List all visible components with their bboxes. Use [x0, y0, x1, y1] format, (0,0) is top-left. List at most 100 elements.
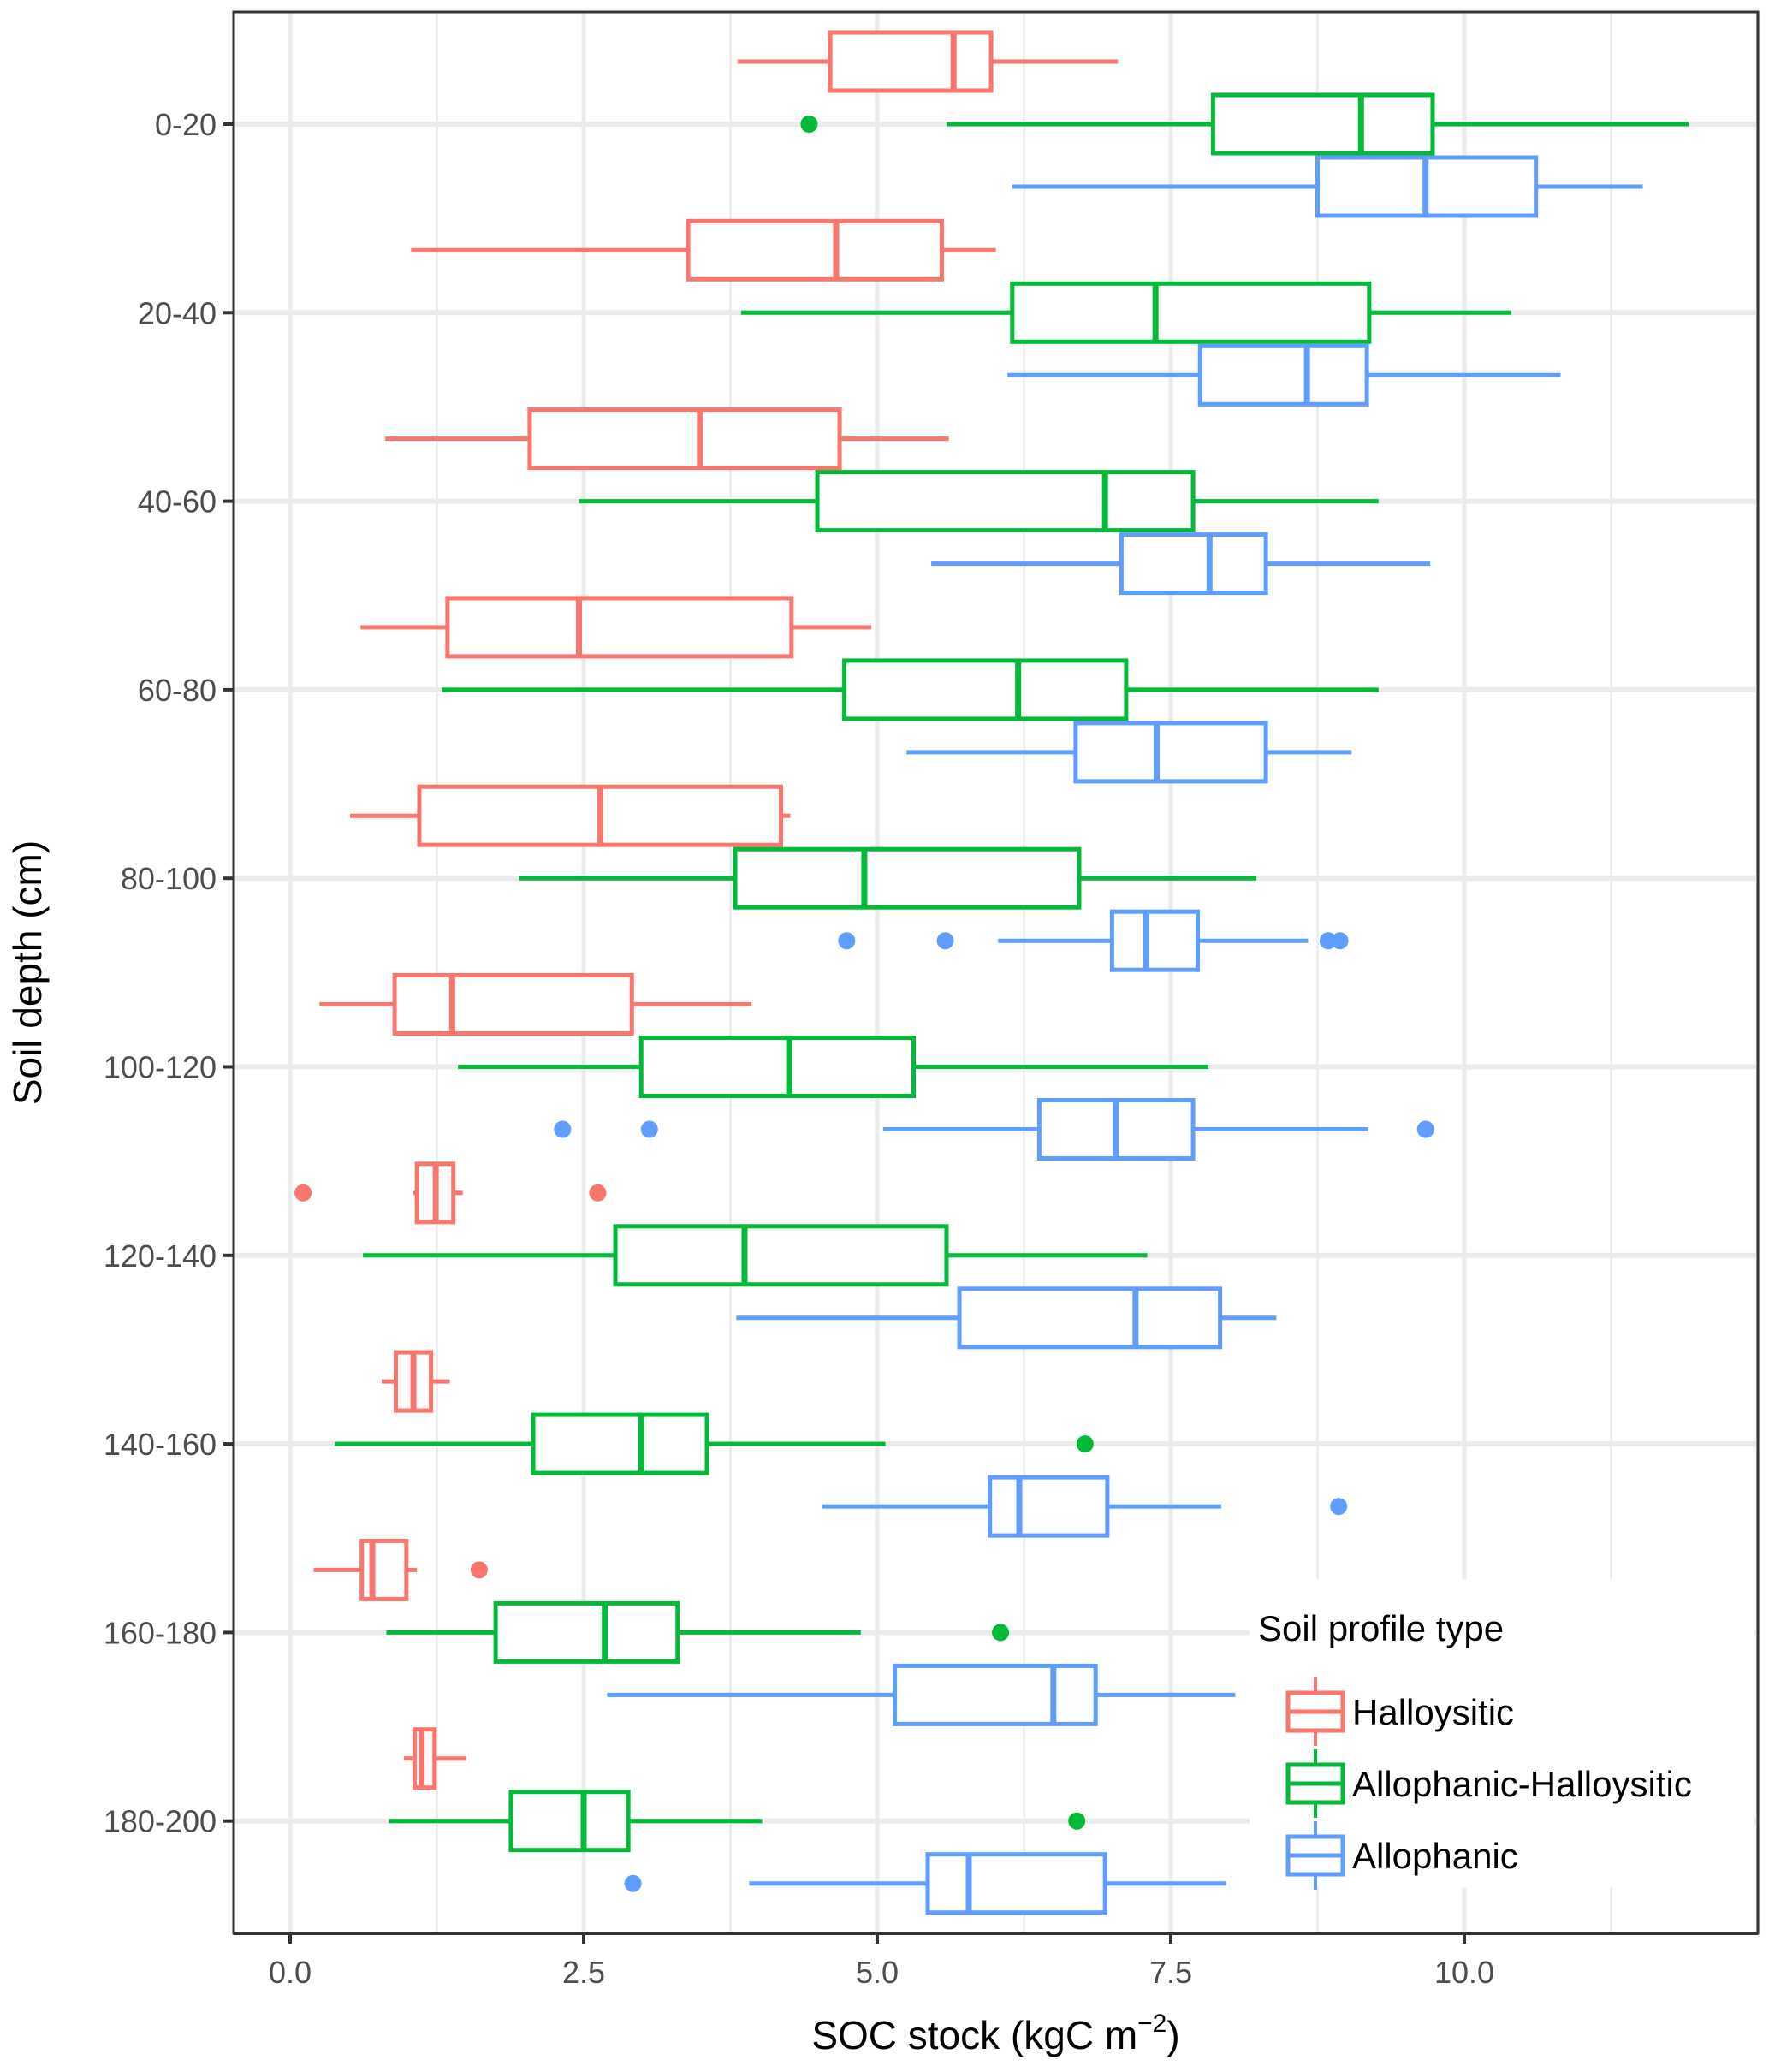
boxplot-allophanic-halloysitic-60-80	[441, 658, 1379, 721]
x-axis-title-superscript: −2	[1137, 2010, 1166, 2038]
y-tick-label: 80-100	[121, 861, 217, 896]
legend-label: Halloysitic	[1352, 1692, 1514, 1732]
box-iqr	[392, 973, 634, 1036]
outlier-point	[992, 1624, 1010, 1642]
box-iqr	[988, 1475, 1110, 1538]
box-iqr	[686, 218, 944, 282]
boxplot-halloysitic-20-40	[411, 218, 996, 282]
x-tick-label: 0.0	[269, 1955, 312, 1990]
box-iqr	[613, 1224, 949, 1287]
boxplot-allophanic-halloysitic-160-180	[386, 1600, 1010, 1664]
box-iqr	[1109, 909, 1201, 972]
legend-item-allophanic: Allophanic	[1285, 1821, 1518, 1890]
y-tick-label: 160-180	[104, 1615, 217, 1650]
boxplot-allophanic-halloysitic-100-120	[458, 1036, 1208, 1098]
boxplot-halloysitic-160-180	[313, 1538, 488, 1601]
outlier-point	[936, 932, 954, 950]
legend-label: Allophanic	[1352, 1836, 1518, 1876]
boxplot-allophanic-100-120	[554, 1098, 1434, 1161]
boxplot-allophanic-140-160	[822, 1475, 1348, 1538]
box-iqr	[815, 470, 1196, 533]
box-iqr	[1010, 281, 1372, 344]
outlier-point	[640, 1120, 658, 1138]
outlier-point	[800, 116, 818, 133]
boxplot-allophanic-160-180	[607, 1663, 1236, 1726]
box-iqr	[1197, 343, 1369, 407]
x-tick-label: 2.5	[562, 1955, 605, 1990]
boxplot-halloysitic-60-80	[360, 596, 872, 659]
boxplot-allophanic-halloysitic-40-60	[579, 470, 1379, 533]
boxplot-halloysitic-120-140	[294, 1161, 607, 1225]
boxplot-allophanic-halloysitic-0-20	[800, 92, 1689, 156]
x-tick-label: 10.0	[1434, 1955, 1494, 1990]
x-tick-label: 7.5	[1149, 1955, 1192, 1990]
boxplot-allophanic-halloysitic-120-140	[363, 1224, 1148, 1287]
y-axis-title: Soil depth (cm)	[5, 840, 50, 1105]
boxplot-halloysitic-40-60	[385, 407, 949, 471]
box-marks	[294, 30, 1689, 1915]
x-axis-title-main: SOC stock (kgC m	[811, 2013, 1137, 2057]
boxplot-allophanic-120-140	[736, 1286, 1277, 1350]
box-iqr	[1073, 721, 1268, 784]
y-tick-label: 20-40	[138, 295, 217, 330]
boxplot-allophanic-halloysitic-140-160	[335, 1412, 1094, 1475]
boxplot-allophanic-180-200	[624, 1852, 1226, 1915]
legend-label: Allophanic-Halloysitic	[1352, 1764, 1692, 1804]
boxplot-allophanic-60-80	[906, 721, 1352, 784]
outlier-point	[294, 1184, 312, 1202]
outlier-point	[589, 1184, 607, 1202]
outlier-point	[470, 1561, 488, 1579]
y-axis: 0-20 20-40 40-60 60-80 80-100 100-120 120-140 1…	[104, 107, 234, 1839]
box-iqr	[733, 846, 1082, 910]
boxplot-allophanic-20-40	[1007, 343, 1561, 407]
box-iqr	[531, 1412, 709, 1475]
x-axis: 0.0 2.5 5.0 7.5 10.0	[234, 1932, 1758, 1990]
boxplot-allophanic-halloysitic-20-40	[740, 281, 1511, 344]
x-axis-title-close: )	[1166, 2013, 1179, 2057]
outlier-point	[1319, 932, 1337, 950]
legend-item-halloysitic: Halloysitic	[1285, 1677, 1514, 1746]
box-iqr	[493, 1600, 680, 1664]
outlier-point	[1416, 1120, 1434, 1138]
outlier-point	[1330, 1498, 1348, 1516]
boxplot-halloysitic-0-20	[737, 30, 1119, 93]
outlier-point	[1076, 1435, 1094, 1453]
y-tick-label: 0-20	[155, 107, 217, 142]
box-iqr	[957, 1286, 1223, 1350]
boxplot-halloysitic-180-200	[404, 1727, 466, 1790]
boxplot-allophanic-0-20	[1012, 155, 1643, 218]
y-tick-label: 40-60	[138, 484, 217, 519]
legend-title: Soil profile type	[1258, 1608, 1504, 1648]
y-tick-label: 140-160	[104, 1427, 217, 1462]
boxplot-allophanic-halloysitic-180-200	[389, 1790, 1086, 1853]
box-iqr	[893, 1663, 1098, 1726]
legend: Soil profile type Halloysitic Allophanic-…	[1250, 1579, 1754, 1890]
outlier-point	[1331, 932, 1349, 950]
boxplot-halloysitic-100-120	[319, 973, 752, 1036]
box-iqr	[842, 658, 1129, 721]
y-tick-label: 60-80	[138, 673, 217, 708]
y-tick-label: 100-120	[104, 1050, 217, 1085]
boxplot-halloysitic-140-160	[382, 1350, 450, 1413]
box-iqr	[359, 1538, 409, 1601]
boxplot-allophanic-40-60	[931, 532, 1431, 596]
y-tick-label: 120-140	[104, 1238, 217, 1273]
box-iqr	[527, 407, 842, 471]
boxplot-allophanic-80-100	[838, 909, 1349, 972]
legend-item-allophanic-halloysitic: Allophanic-Halloysitic	[1285, 1749, 1692, 1818]
x-axis-title: SOC stock (kgC m−2)	[811, 2010, 1179, 2057]
y-tick-label: 180-200	[104, 1804, 217, 1839]
boxplot-halloysitic-80-100	[349, 784, 791, 847]
box-iqr	[828, 30, 994, 93]
box-iqr	[445, 596, 794, 659]
box-iqr	[638, 1036, 917, 1098]
outlier-point	[554, 1120, 572, 1138]
outlier-point	[1068, 1812, 1086, 1830]
box-iqr	[508, 1790, 631, 1853]
outlier-point	[838, 932, 856, 950]
outlier-point	[624, 1874, 642, 1892]
box-iqr	[1119, 532, 1268, 596]
box-iqr	[925, 1852, 1107, 1915]
box-iqr	[1210, 92, 1435, 156]
